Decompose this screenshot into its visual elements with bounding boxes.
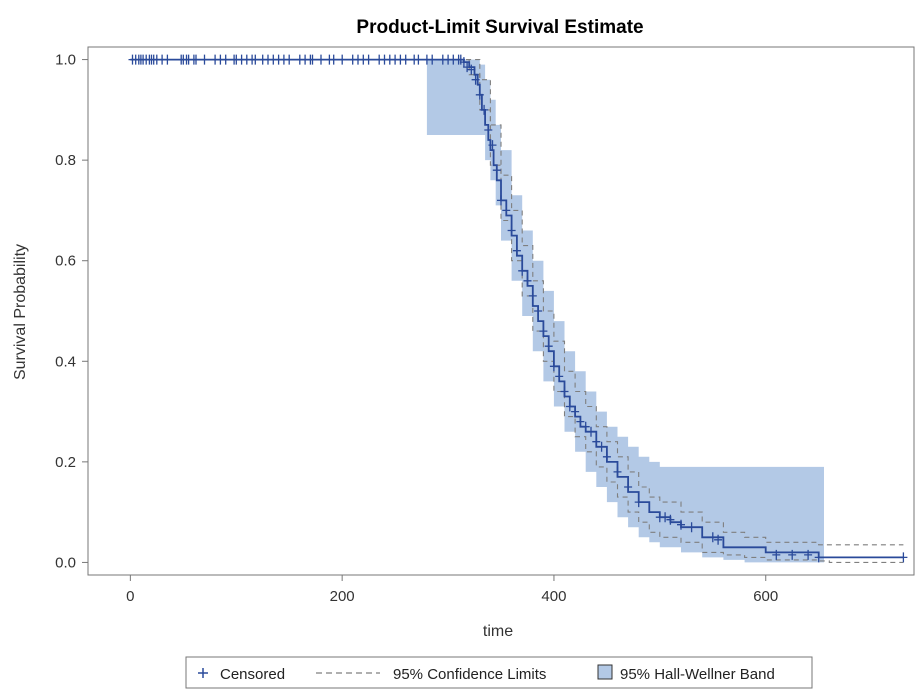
censored-mark — [534, 306, 543, 316]
x-tick-label: 200 — [330, 588, 355, 605]
censored-mark — [714, 534, 723, 545]
legend-ci-label: 95% Confidence Limits — [393, 666, 546, 683]
censored-mark — [581, 421, 590, 432]
censored-mark — [587, 426, 595, 437]
y-tick-label: 0.6 — [55, 253, 76, 270]
censored-mark — [592, 436, 601, 447]
censored-mark — [602, 451, 611, 462]
plot-area — [128, 54, 908, 563]
censored-mark — [528, 290, 537, 301]
legend-censored-label: Censored — [220, 666, 285, 683]
x-tick-label: 400 — [541, 588, 566, 605]
censored-mark — [634, 497, 643, 508]
censored-mark — [484, 125, 493, 135]
censored-mark — [497, 195, 505, 206]
censored-mark — [518, 265, 527, 276]
censored-mark — [544, 341, 553, 352]
plot-frame — [87, 46, 915, 576]
censored-mark — [338, 54, 347, 65]
censored-mark — [576, 416, 585, 427]
censored-mark — [285, 54, 294, 65]
censored-mark — [597, 441, 606, 452]
censored-mark — [329, 54, 338, 65]
y-tick-label: 1.0 — [55, 52, 76, 69]
y-tick-label: 0.4 — [55, 353, 76, 370]
censored-mark — [467, 64, 476, 75]
censored-mark — [507, 225, 516, 236]
censored-mark — [221, 54, 230, 65]
censored-mark — [463, 62, 472, 73]
censored-mark — [613, 466, 622, 477]
censored-mark — [317, 54, 325, 65]
censored-mark — [163, 54, 172, 65]
censored-mark — [512, 245, 521, 256]
legend-hw-symbol — [597, 664, 613, 680]
censored-mark — [804, 549, 813, 560]
x-axis: 0 200 400 600 — [126, 575, 778, 605]
y-axis-label: Survival Probability — [12, 244, 29, 380]
censored-mark — [251, 54, 260, 65]
censored-mark — [488, 140, 497, 151]
censored-mark — [502, 205, 511, 216]
censored-mark — [687, 522, 696, 533]
legend-hw-label: 95% Hall-Wellner Band — [620, 666, 775, 683]
censored-mark — [401, 54, 410, 65]
censored-mark — [624, 482, 633, 492]
censored-mark — [308, 54, 317, 65]
censored-mark — [414, 54, 423, 65]
censored-mark — [571, 406, 580, 417]
censored-mark — [549, 361, 558, 372]
censored-mark — [772, 549, 781, 560]
censored-mark — [661, 512, 670, 523]
ci-upper-line — [448, 59, 904, 546]
y-tick-label: 0.0 — [55, 554, 76, 571]
censored-mark — [200, 54, 209, 65]
ci-lower-line — [448, 59, 904, 563]
censored-mark — [480, 104, 489, 115]
x-tick-label: 0 — [126, 588, 134, 605]
censored-mark — [708, 532, 717, 543]
censored-mark — [492, 165, 501, 176]
chart-title: Product-Limit Survival Estimate — [356, 17, 643, 38]
censored-mark — [364, 54, 373, 65]
censored-mark — [523, 275, 532, 286]
censored-mark — [192, 54, 200, 65]
legend-censored-symbol — [198, 668, 208, 678]
x-tick-label: 600 — [753, 588, 778, 605]
censored-mark — [677, 519, 685, 530]
y-tick-label: 0.2 — [55, 454, 76, 471]
censored-mark — [666, 514, 675, 525]
y-axis: 0.0 0.2 0.4 0.6 0.8 1.0 — [55, 52, 88, 571]
x-axis-label: time — [483, 623, 513, 640]
y-tick-label: 0.8 — [55, 152, 76, 169]
censored-mark — [788, 549, 797, 560]
legend-frame — [185, 656, 813, 689]
censored-mark — [428, 54, 437, 65]
censored-mark — [899, 552, 908, 563]
legend: Censored 95% Confidence Limits 95% Hall-… — [185, 656, 813, 689]
censored-mark — [555, 371, 564, 382]
censored-mark — [475, 89, 484, 100]
censored-mark — [560, 386, 569, 397]
censored-mark — [539, 326, 548, 337]
censored-mark — [814, 552, 823, 563]
hall-wellner-band — [426, 59, 824, 563]
censored-mark — [565, 401, 574, 412]
censored-mark — [471, 74, 480, 85]
